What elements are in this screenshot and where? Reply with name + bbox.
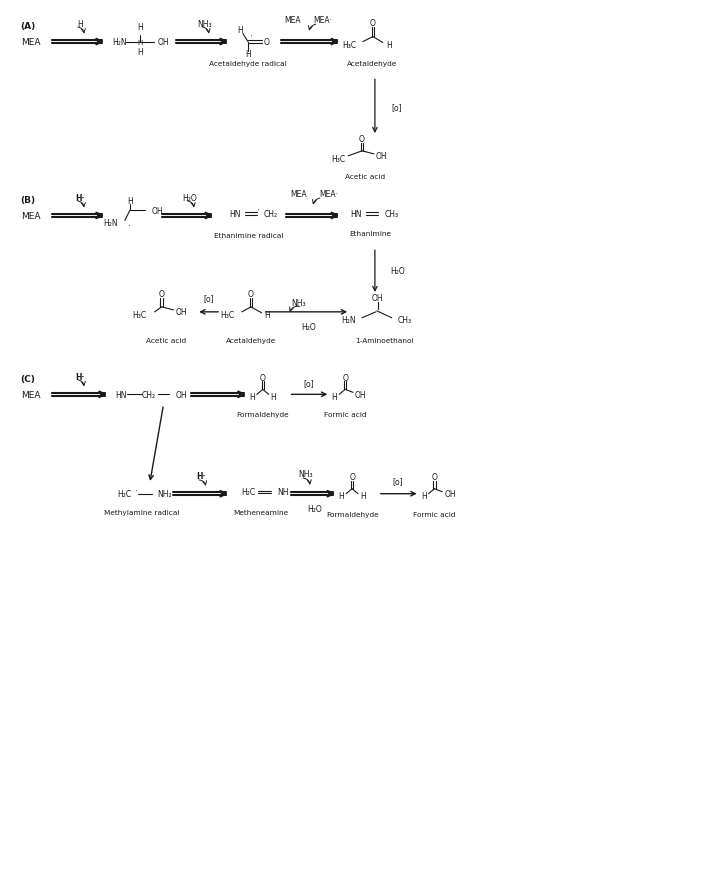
Text: NH₂: NH₂ (158, 490, 172, 499)
Text: (C): (C) (21, 375, 35, 384)
Text: [o]: [o] (204, 294, 214, 303)
Text: CH₂: CH₂ (264, 210, 278, 219)
Text: H₂O: H₂O (307, 504, 321, 513)
Text: O: O (264, 38, 269, 47)
Text: H₃C: H₃C (132, 311, 147, 320)
Text: ·: · (135, 486, 138, 495)
Text: H₂O: H₂O (390, 266, 405, 275)
Text: CH₃: CH₃ (385, 210, 399, 219)
Text: OH: OH (445, 490, 456, 499)
Text: Acetaldehyde: Acetaldehyde (226, 337, 276, 343)
Text: H: H (249, 392, 255, 401)
Text: H₂O: H₂O (182, 194, 197, 203)
Text: NH: NH (277, 487, 289, 497)
Text: H₂O: H₂O (301, 323, 316, 332)
Text: H: H (245, 50, 251, 59)
Text: MEA·: MEA· (319, 190, 338, 198)
Text: OH: OH (376, 152, 387, 161)
Text: H: H (137, 39, 143, 46)
Text: NH₃: NH₃ (291, 299, 306, 308)
Text: MEA: MEA (21, 212, 40, 221)
Text: Ethanimine: Ethanimine (349, 231, 391, 237)
Text: H: H (137, 48, 143, 57)
Text: H: H (77, 21, 83, 30)
Text: OH: OH (355, 391, 366, 400)
Text: [o]: [o] (392, 477, 403, 485)
Text: H₃C: H₃C (342, 41, 356, 50)
Text: H₂N: H₂N (342, 316, 356, 325)
Text: H·: H· (196, 472, 206, 481)
Text: [o]: [o] (392, 103, 403, 112)
Text: H₂C: H₂C (241, 487, 255, 497)
Text: MEA: MEA (21, 391, 40, 400)
Text: CH₂: CH₂ (142, 391, 156, 400)
Text: MEA: MEA (285, 16, 301, 25)
Text: H: H (338, 492, 344, 501)
Text: H₃C: H₃C (331, 156, 345, 164)
Text: O: O (359, 135, 365, 144)
Text: OH: OH (158, 38, 169, 47)
Text: Acetaldehyde: Acetaldehyde (347, 62, 397, 67)
Text: Formaldehyde: Formaldehyde (237, 412, 289, 417)
Text: Metheneamine: Metheneamine (233, 509, 288, 515)
Text: ·: · (128, 222, 131, 231)
Text: H₂C: H₂C (118, 490, 132, 499)
Text: H: H (127, 197, 132, 206)
Text: MEA: MEA (21, 38, 40, 47)
Text: Ethanimine radical: Ethanimine radical (214, 233, 284, 239)
Text: H·: H· (75, 373, 85, 382)
Text: O: O (432, 473, 437, 482)
Text: OH: OH (151, 207, 163, 215)
Text: NH₃: NH₃ (197, 21, 211, 30)
Text: HN: HN (115, 391, 127, 400)
Text: H: H (264, 311, 269, 320)
Text: Methylamine radical: Methylamine radical (104, 509, 180, 515)
Text: 1-Aminoethanol: 1-Aminoethanol (355, 337, 414, 343)
Text: (A): (A) (21, 22, 36, 31)
Text: H: H (237, 26, 243, 35)
Text: CH₃: CH₃ (397, 316, 412, 325)
Text: H: H (271, 392, 277, 401)
Text: OH: OH (372, 294, 384, 303)
Text: Formic acid: Formic acid (324, 412, 366, 417)
Text: MEA·: MEA· (313, 16, 332, 25)
Text: H: H (360, 492, 366, 501)
Text: O: O (248, 291, 254, 299)
Text: HN: HN (229, 210, 240, 219)
Text: H₂N: H₂N (104, 219, 118, 228)
Text: O: O (159, 291, 164, 299)
Text: O: O (342, 374, 348, 383)
Text: [o]: [o] (303, 378, 313, 387)
Text: NH₃: NH₃ (298, 470, 313, 479)
Text: ·: · (251, 32, 253, 41)
Text: H·: H· (75, 194, 85, 203)
Text: HN: HN (350, 210, 361, 219)
Text: Acetic acid: Acetic acid (146, 337, 187, 343)
Text: Acetaldehyde radical: Acetaldehyde radical (209, 62, 287, 67)
Text: OH: OH (175, 391, 187, 400)
Text: O: O (349, 473, 355, 482)
Text: H: H (421, 492, 426, 501)
Text: MEA: MEA (290, 190, 307, 198)
Text: H: H (137, 23, 143, 32)
Text: (B): (B) (21, 196, 35, 205)
Text: ·: · (257, 206, 260, 215)
Text: OH: OH (175, 308, 187, 317)
Text: H₂N: H₂N (112, 38, 127, 47)
Text: O: O (260, 374, 266, 383)
Text: H₃C: H₃C (220, 311, 234, 320)
Text: O: O (370, 19, 376, 28)
Text: Formic acid: Formic acid (413, 511, 455, 517)
Text: Acetic acid: Acetic acid (345, 173, 385, 180)
Text: H: H (332, 392, 337, 401)
Text: Formaldehyde: Formaldehyde (326, 511, 379, 517)
Text: H: H (386, 41, 392, 50)
